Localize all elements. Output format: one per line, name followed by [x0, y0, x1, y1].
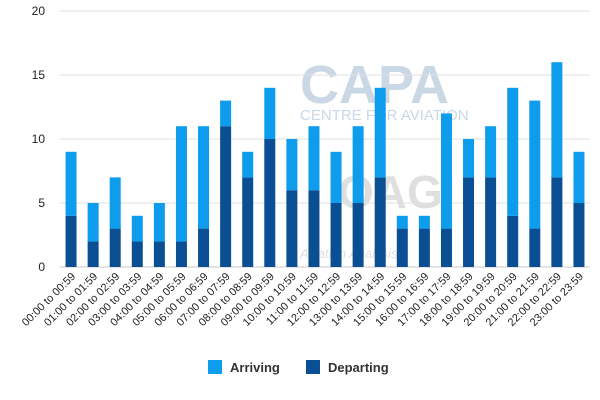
- bars: [65, 62, 585, 267]
- y-tick-label: 20: [32, 4, 46, 18]
- bar-departing: [440, 228, 452, 267]
- bar-departing: [352, 203, 364, 267]
- bar-arriving: [396, 215, 408, 229]
- bar-departing: [507, 215, 519, 267]
- bar-departing: [198, 228, 210, 267]
- bar-departing: [264, 139, 276, 267]
- y-tick-label: 15: [32, 68, 46, 82]
- bar-departing: [109, 228, 121, 267]
- bar-departing: [485, 177, 497, 267]
- bar-arriving: [352, 126, 364, 203]
- bar-departing: [529, 228, 541, 267]
- bar-departing: [153, 241, 165, 267]
- bar-departing: [551, 177, 563, 267]
- bar-arriving: [308, 126, 320, 191]
- bar-arriving: [529, 100, 541, 229]
- bar-arriving: [65, 151, 77, 216]
- bar-arriving: [418, 215, 430, 229]
- legend-label: Departing: [328, 360, 389, 375]
- bar-arriving: [463, 139, 475, 178]
- legend-label: Arriving: [230, 360, 280, 375]
- capa-watermark-logo: CAPA: [300, 55, 449, 115]
- y-axis: 0 5 10 15 20: [32, 4, 46, 274]
- bar-departing: [286, 190, 298, 267]
- y-tick-label: 10: [32, 132, 46, 146]
- bar-departing: [418, 228, 430, 267]
- legend-swatch: [208, 360, 222, 374]
- bar-arriving: [440, 113, 452, 229]
- bar-departing: [396, 228, 408, 267]
- bar-departing: [330, 203, 342, 267]
- bar-departing: [463, 177, 475, 267]
- legend-item-departing: Departing: [306, 360, 389, 375]
- bar-arriving: [87, 203, 99, 242]
- bar-departing: [242, 177, 254, 267]
- bar-arriving: [220, 100, 232, 127]
- bar-departing: [573, 203, 585, 267]
- bar-departing: [175, 241, 187, 267]
- bar-arriving: [264, 87, 276, 139]
- bar-arriving: [286, 139, 298, 191]
- bar-departing: [65, 215, 77, 267]
- legend-item-arriving: Arriving: [208, 360, 280, 375]
- bar-arriving: [551, 62, 563, 178]
- bar-departing: [87, 241, 99, 267]
- bar-departing: [308, 190, 320, 267]
- oag-watermark-subtitle: Aviation Analysis: [299, 246, 398, 261]
- bar-arriving: [374, 87, 386, 178]
- bar-arriving: [507, 87, 519, 216]
- bar-arriving: [330, 151, 342, 203]
- bar-arriving: [175, 126, 187, 242]
- legend-swatch: [306, 360, 320, 374]
- y-tick-label: 0: [38, 260, 45, 274]
- bar-departing: [220, 126, 232, 267]
- bar-departing: [131, 241, 143, 267]
- gridlines: [60, 10, 590, 268]
- bar-arriving: [485, 126, 497, 178]
- bar-arriving: [198, 126, 210, 229]
- bar-departing: [374, 177, 386, 267]
- bar-arriving: [131, 215, 143, 242]
- bar-arriving: [573, 151, 585, 203]
- legend: Arriving Departing: [208, 360, 389, 375]
- y-tick-label: 5: [38, 196, 45, 210]
- bar-arriving: [242, 151, 254, 178]
- bar-arriving: [153, 203, 165, 242]
- bar-arriving: [109, 177, 121, 229]
